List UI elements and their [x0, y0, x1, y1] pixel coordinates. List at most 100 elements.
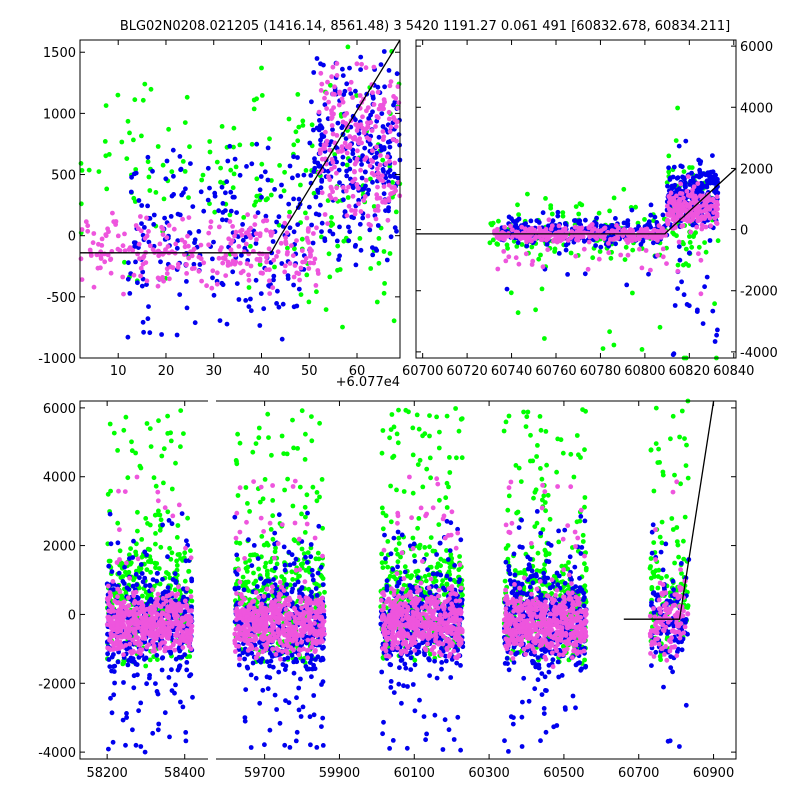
pink-point [180, 216, 186, 222]
blue-point [279, 182, 284, 188]
blue-point [387, 144, 393, 150]
green-point [125, 475, 131, 481]
green-point [108, 488, 113, 494]
green-point [79, 168, 85, 173]
green-point [270, 513, 276, 519]
pink-point [167, 276, 172, 282]
pink-point [284, 627, 290, 633]
green-point [272, 264, 277, 270]
top-left-frame [79, 39, 401, 359]
pink-point [325, 221, 330, 227]
pink-point [253, 590, 259, 595]
pink-point [135, 635, 141, 640]
blue-point [609, 223, 615, 228]
pink-point [639, 265, 645, 271]
green-point [181, 431, 186, 436]
green-point [145, 521, 150, 526]
green-point [169, 169, 175, 175]
green-point [630, 290, 635, 296]
green-point [78, 161, 84, 166]
green-point [254, 193, 260, 199]
green-point [274, 561, 280, 567]
blue-point [141, 329, 147, 335]
green-point [251, 570, 256, 576]
pink-point [342, 113, 348, 118]
pink-point [198, 242, 204, 248]
green-point [147, 657, 153, 663]
pink-point [276, 647, 281, 653]
blue-point [359, 175, 365, 181]
blue-point [381, 146, 387, 152]
blue-point [651, 240, 656, 246]
green-point [681, 241, 686, 247]
blue-point [260, 687, 266, 693]
pink-point [131, 272, 137, 278]
pink-point [208, 219, 214, 225]
blue-point [316, 523, 322, 529]
green-point [207, 139, 213, 144]
pink-point [233, 649, 238, 654]
pink-point [714, 206, 720, 211]
green-point [174, 563, 180, 568]
green-point [539, 286, 545, 292]
blue-point [666, 165, 671, 171]
pink-point [107, 603, 113, 609]
pink-point [375, 203, 381, 209]
pink-point [139, 647, 145, 653]
pink-point [155, 489, 161, 495]
pink-point [186, 255, 192, 261]
blue-point [146, 239, 152, 245]
pink-point [227, 219, 233, 224]
pink-point [576, 225, 582, 231]
blue-point [381, 191, 387, 197]
pink-point [387, 129, 393, 135]
pink-point [326, 174, 331, 180]
pink-point [131, 593, 137, 599]
green-point [246, 588, 251, 593]
blue-point [106, 563, 112, 569]
green-point [175, 523, 181, 528]
pink-point [363, 126, 369, 132]
blue-point [296, 707, 302, 713]
green-point [299, 236, 305, 242]
green-point [169, 550, 175, 556]
green-point [703, 249, 709, 255]
pink-point [658, 235, 664, 240]
pink-point [289, 243, 294, 249]
green-point [218, 165, 224, 171]
blue-point [340, 73, 346, 78]
blue-point [282, 562, 288, 568]
y-tick-label: 6000 [740, 40, 773, 55]
blue-point [679, 279, 684, 285]
green-point [505, 245, 510, 251]
pink-point [551, 237, 557, 243]
blue-point [360, 153, 365, 159]
pink-point [116, 488, 121, 494]
blue-point [167, 734, 172, 740]
pink-point [325, 79, 330, 85]
green-point [237, 142, 243, 148]
blue-point [291, 154, 296, 160]
pink-point [385, 217, 391, 223]
pink-point [155, 591, 161, 597]
blue-point [150, 168, 155, 174]
blue-point [690, 177, 696, 183]
green-point [233, 164, 239, 170]
pink-point [138, 228, 144, 234]
blue-point [111, 669, 117, 674]
blue-point [613, 241, 618, 247]
pink-point [105, 598, 111, 603]
pink-point [329, 114, 335, 120]
blue-point [147, 672, 153, 678]
pink-point [377, 195, 383, 201]
pink-point [155, 283, 161, 289]
green-point [292, 246, 297, 252]
pink-point [679, 223, 685, 229]
blue-point [180, 704, 186, 710]
pink-point [236, 567, 242, 573]
pink-point [98, 265, 103, 271]
pink-point [166, 223, 172, 228]
green-point [231, 125, 237, 131]
blue-point [671, 183, 676, 189]
